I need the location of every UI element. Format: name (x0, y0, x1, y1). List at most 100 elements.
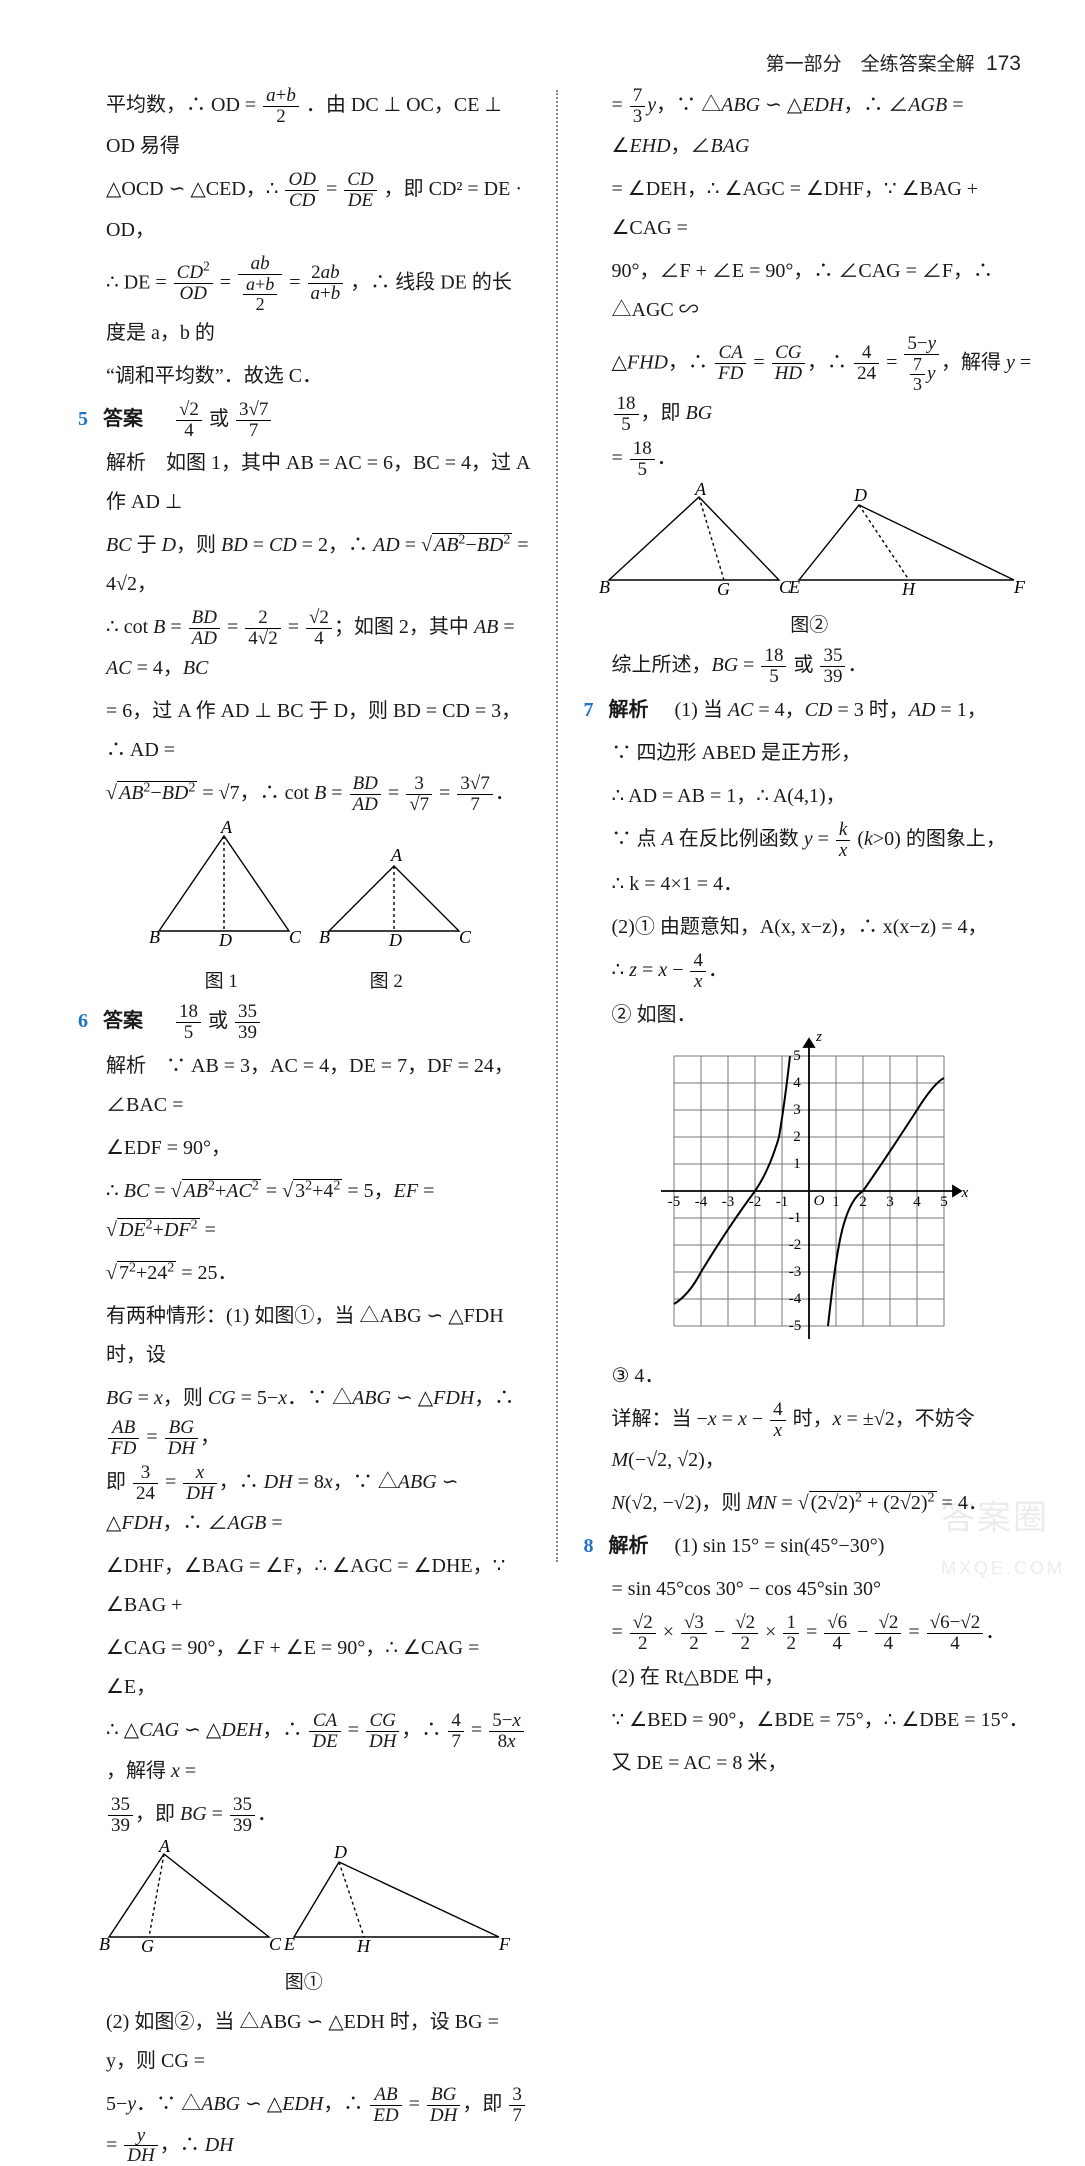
q7-line: ∵ 点 A 在反比例函数 y = kx (k>0) 的图象上， (584, 820, 1036, 861)
svg-text:3: 3 (794, 1102, 802, 1118)
svg-text:A: A (158, 1836, 171, 1856)
problem-number: 7 (584, 691, 604, 730)
para: “调和平均数”．故选 C． (78, 357, 530, 396)
q6-line: ∠CAG = 90°，∠F + ∠E = 90°，∴ ∠CAG = ∠E， (78, 1629, 530, 1707)
q7-line: ∴ AD = AB = 1，∴ A(4,1)， (584, 777, 1036, 816)
svg-text:x: x (961, 1185, 969, 1201)
q6-line: 3539，即 BG = 3539． (78, 1795, 530, 1836)
page-root: 第一部分 全练答案全解 173 平均数，∴ OD = a+b2 ．由 DC ⊥ … (0, 0, 1085, 1600)
q7-end: 详解：当 −x = x − 4x 时，x = ±√2，不妨令 M(−√2, √2… (584, 1400, 1036, 1480)
q6-line: 即 324 = xDH，∴ DH = 8x，∵ △ABG ∽ △FDH，∴ ∠A… (78, 1463, 530, 1543)
svg-text:4: 4 (794, 1075, 802, 1091)
right-column: = 73y，∵ △ABG ∽ △EDH，∴ ∠AGB = ∠EHD，∠BAG =… (584, 86, 1036, 1566)
svg-text:D: D (853, 485, 867, 505)
q6-line: 有两种情形：(1) 如图①，当 △ABG ∽ △FDH 时，设 (78, 1297, 530, 1375)
watermark: 答案圈MXQE.COM (941, 1485, 1065, 1586)
para: 平均数，∴ OD = a+b2 ．由 DC ⊥ OC，CE ⊥ OD 易得 (78, 86, 530, 166)
svg-text:D: D (218, 930, 232, 950)
svg-text:C: C (269, 1934, 282, 1954)
svg-text:B: B (149, 927, 160, 947)
q7-line: ② 如图． (584, 996, 1036, 1035)
q6b-line: 5−y．∵ △ABG ∽ △EDH，∴ ABED = BGDH，即 37 = y… (78, 2085, 530, 2166)
svg-text:F: F (1013, 577, 1026, 597)
svg-text:H: H (901, 579, 916, 599)
triangles-fig-circle1: ABGC DEHF (99, 1842, 509, 1952)
triangles-fig-circle2: ABGC DEHF (599, 485, 1019, 595)
q7-line: 7 解析 (1) 当 AC = 4，CD = 3 时，AD = 1， (584, 691, 1036, 730)
left-column: 平均数，∴ OD = a+b2 ．由 DC ⊥ OC，CE ⊥ OD 易得 △O… (78, 86, 530, 1566)
q5-line: ∴ cot B = BDAD = 24√2 = √24；如图 2，其中 AB =… (78, 608, 530, 688)
svg-text:A: A (694, 479, 707, 499)
q6-line: ∠DHF，∠BAG = ∠F，∴ ∠AGC = ∠DHE，∵ ∠BAG + (78, 1547, 530, 1625)
svg-text:-1: -1 (789, 1210, 802, 1226)
svg-text:-5: -5 (789, 1318, 802, 1334)
r-line: 90°，∠F + ∠E = 90°，∴ ∠CAG = ∠F，∴ △AGC ∽ (584, 252, 1036, 330)
svg-text:-5: -5 (668, 1194, 681, 1210)
q8-line: (2) 在 Rt△BDE 中， (584, 1658, 1036, 1697)
q5-line: 解析 如图 1，其中 AB = AC = 6，BC = 4，过 A 作 AD ⊥ (78, 444, 530, 522)
svg-text:2: 2 (794, 1129, 802, 1145)
svg-text:E: E (283, 1934, 295, 1954)
q6-line: BG = x，则 CG = 5−x．∵ △ABG ∽ △FDH，∴ ABFD =… (78, 1379, 530, 1459)
figure-circle-2: ABGC DEHF 图② (584, 485, 1036, 644)
running-head: 第一部分 全练答案全解 173 (766, 44, 1021, 85)
svg-text:2: 2 (860, 1194, 868, 1210)
coordinate-graph: -5-4-3 -2-1 123 45 543 21 -1-2-3 -4-5 O … (644, 1041, 974, 1341)
svg-text:A: A (390, 845, 403, 865)
q8-line: ∵ ∠BED = 90°，∠BDE = 75°，∴ ∠DBE = 15°． (584, 1701, 1036, 1740)
para: ∴ DE = CD2OD = aba+b2 = 2aba+b ，∴ 线段 DE … (78, 254, 530, 353)
q6-line: 解析 ∵ AB = 3，AC = 4，DE = 7，DF = 24，∠BAC = (78, 1047, 530, 1125)
q8-line: 又 DE = AC = 8 米， (584, 1744, 1036, 1783)
svg-text:-2: -2 (789, 1237, 802, 1253)
svg-text:5: 5 (941, 1194, 949, 1210)
svg-text:A: A (220, 817, 233, 837)
svg-text:H: H (356, 1936, 371, 1956)
svg-text:-3: -3 (789, 1264, 802, 1280)
q6-line: ∴ △CAG ∽ △DEH，∴ CADE = CGDH，∴ 47 = 5−x8x… (78, 1711, 530, 1791)
svg-text:E: E (788, 577, 800, 597)
figure-circle-1: ABGC DEHF 图① (78, 1842, 530, 2001)
problem-number: 6 (78, 1002, 98, 1041)
r-line: = ∠DEH，∴ ∠AGC = ∠DHF，∵ ∠BAG + ∠CAG = (584, 170, 1036, 248)
svg-text:-4: -4 (695, 1194, 708, 1210)
svg-text:D: D (333, 1842, 347, 1862)
q6-line: ∠EDF = 90°， (78, 1129, 530, 1168)
svg-text:-4: -4 (789, 1291, 802, 1307)
svg-text:G: G (717, 579, 730, 599)
column-separator (556, 90, 558, 1562)
svg-text:C: C (459, 927, 472, 947)
svg-text:4: 4 (914, 1194, 922, 1210)
page-number: 173 (986, 52, 1021, 75)
r-sum: 综上所述，BG = 185 或 3539． (584, 646, 1036, 687)
svg-text:1: 1 (794, 1156, 802, 1172)
r-line: = 185． (584, 439, 1036, 480)
q5-answer-line: 5 答案 √24 或 3√77 (78, 400, 530, 441)
triangles-fig12: A BCD A BCD (139, 821, 469, 951)
q7-line: ∵ 四边形 ABED 是正方形， (584, 734, 1036, 773)
svg-text:3: 3 (887, 1194, 895, 1210)
q8-line: = √22 × √32 − √22 × 12 = √64 − √24 = √6−… (584, 1613, 1036, 1654)
problem-number: 8 (584, 1527, 604, 1566)
q6-line: ∴ BC = AB2+AC2 = 32+42 = 5，EF = DE2+DF2 … (78, 1172, 530, 1250)
q7-line: ∴ z = x − 4x． (584, 951, 1036, 992)
svg-text:D: D (388, 930, 402, 950)
r-line: = 73y，∵ △ABG ∽ △EDH，∴ ∠AGB = ∠EHD，∠BAG (584, 86, 1036, 166)
q7-end: ③ 4． (584, 1357, 1036, 1396)
q7-line: (2)① 由题意知，A(x, x−z)，∴ x(x−z) = 4， (584, 908, 1036, 947)
q6-line: 72+242 = 25． (78, 1254, 530, 1293)
svg-text:-1: -1 (776, 1194, 789, 1210)
svg-text:G: G (141, 1936, 154, 1956)
section-title: 第一部分 全练答案全解 (766, 54, 975, 75)
q5-line: AB2−BD2 = √7，∴ cot B = BDAD = 3√7 = 3√77… (78, 774, 530, 815)
q5-line: = 6，过 A 作 AD ⊥ BC 于 D，则 BD = CD = 3，∴ AD… (78, 692, 530, 770)
r-line: △FHD，∴ CAFD = CGHD，∴ 424 = 5−y73y，解得 y =… (584, 334, 1036, 435)
q6-answer-line: 6 答案 185 或 3539 (78, 1002, 530, 1043)
svg-text:1: 1 (833, 1194, 841, 1210)
two-column-layout: 平均数，∴ OD = a+b2 ．由 DC ⊥ OC，CE ⊥ OD 易得 △O… (78, 86, 1035, 1566)
problem-number: 5 (78, 400, 98, 439)
svg-text:B: B (99, 1934, 110, 1954)
figure-1-2: A BCD A BCD 图 1 图 2 (78, 821, 530, 1000)
svg-text:z: z (815, 1029, 822, 1045)
q7-line: ∴ k = 4×1 = 4． (584, 865, 1036, 904)
svg-text:F: F (498, 1934, 511, 1954)
